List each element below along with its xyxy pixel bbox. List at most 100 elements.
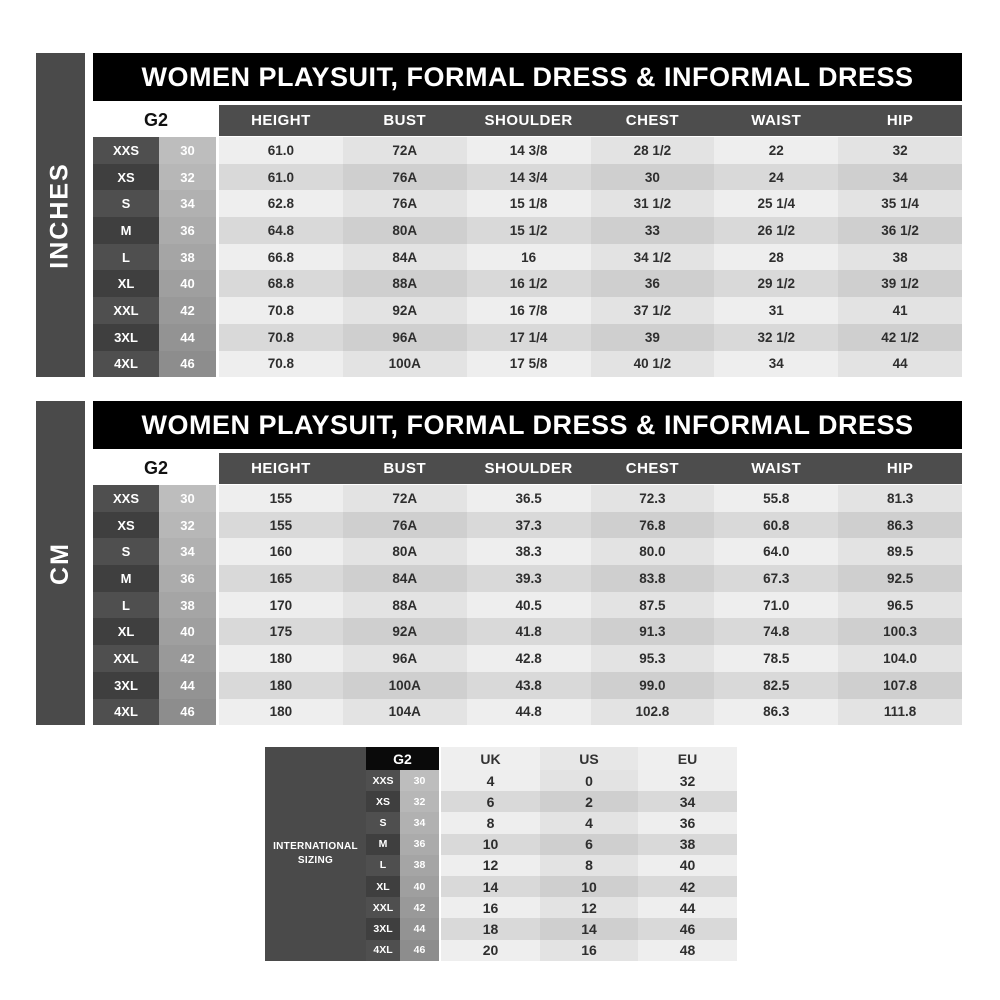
value-cell: 37.3 [466,511,591,539]
unit-band-inches: INCHES [36,53,85,378]
size-number-cell: 40 [159,618,219,646]
value-cell: 0 [540,770,638,792]
value-cell: 16 [540,939,638,961]
size-number-cell: 40 [400,875,441,898]
column-header: EU [638,747,737,770]
value-cell: 81.3 [838,485,962,512]
value-cell: 34 [638,791,737,813]
table-row: L 38 170 88A 40.5 87.5 71.0 96.5 [93,591,962,619]
value-cell: 39 1/2 [838,270,962,298]
size-number-cell: 36 [400,833,441,855]
value-cell: 16 [441,897,540,919]
table-row: M 36 10 6 38 [366,833,737,855]
size-label-cell: XXS [93,485,159,512]
value-cell: 32 [838,137,962,164]
size-number-cell: 32 [400,791,441,813]
value-cell: 22 [714,137,839,164]
value-cell: 76A [342,511,467,539]
value-cell: 87.5 [590,591,715,619]
value-cell: 155 [219,511,343,539]
value-cell: 8 [441,812,540,834]
column-header: BUST [342,453,467,484]
international-sizing-label: INTERNATIONAL SIZING [265,747,366,961]
value-cell: 89.5 [838,538,962,566]
table-title: WOMEN PLAYSUIT, FORMAL DRESS & INFORMAL … [93,401,962,449]
value-cell: 34 1/2 [590,243,715,271]
size-label-cell: S [93,190,159,218]
size-label-cell: L [93,591,159,619]
size-number-cell: 44 [159,671,219,699]
value-cell: 42 [638,875,737,898]
table-row: XXL 42 16 12 44 [366,897,737,919]
value-cell: 12 [441,854,540,876]
value-cell: 70.8 [219,323,343,351]
column-header: UK [441,747,540,770]
value-cell: 39.3 [466,565,591,592]
value-cell: 15 1/2 [466,217,591,244]
value-cell: 26 1/2 [714,217,839,244]
value-cell: 37 1/2 [590,297,715,324]
value-cell: 32 1/2 [714,323,839,351]
size-label-cell: 4XL [93,350,159,378]
column-header: HEIGHT [219,453,343,484]
value-cell: 4 [540,812,638,834]
value-cell: 17 5/8 [466,350,591,378]
unit-label: INCHES [46,161,74,269]
table-header-row: G2 UK US EU [366,747,737,770]
value-cell: 180 [219,671,343,699]
value-cell: 155 [219,485,343,512]
international-table-section: INTERNATIONAL SIZING G2 UK US EU XXS 30 … [265,747,737,961]
table-body: XXS 30 61.0 72A 14 3/8 28 1/2 22 32 XS 3… [93,137,962,378]
value-cell: 76A [342,163,467,191]
value-cell: 15 1/8 [466,190,591,218]
table-row: 4XL 46 180 104A 44.8 102.8 86.3 111.8 [93,698,962,726]
value-cell: 95.3 [590,645,715,672]
size-number-cell: 34 [400,812,441,834]
value-cell: 60.8 [714,511,839,539]
size-number-cell: 30 [159,485,219,512]
value-cell: 96A [342,645,467,672]
table-row: M 36 64.8 80A 15 1/2 33 26 1/2 36 1/2 [93,217,962,244]
table-row: XS 32 155 76A 37.3 76.8 60.8 86.3 [93,511,962,539]
value-cell: 41 [838,297,962,324]
size-number-cell: 34 [159,538,219,566]
column-header: HIP [838,453,962,484]
size-number-cell: 46 [159,350,219,378]
value-cell: 14 3/4 [466,163,591,191]
value-cell: 71.0 [714,591,839,619]
value-cell: 28 1/2 [590,137,715,164]
column-header: HIP [838,105,962,136]
size-label-cell: XS [366,791,400,813]
value-cell: 18 [441,918,540,940]
size-number-cell: 40 [159,270,219,298]
value-cell: 29 1/2 [714,270,839,298]
value-cell: 33 [590,217,715,244]
value-cell: 40 [638,854,737,876]
value-cell: 72A [342,137,467,164]
table-row: 3XL 44 18 14 46 [366,918,737,940]
value-cell: 48 [638,939,737,961]
size-label-cell: 3XL [93,671,159,699]
value-cell: 68.8 [219,270,343,298]
value-cell: 84A [342,243,467,271]
value-cell: 84A [342,565,467,592]
value-cell: 35 1/4 [838,190,962,218]
cm-table: WOMEN PLAYSUIT, FORMAL DRESS & INFORMAL … [93,401,962,726]
table-row: XL 40 68.8 88A 16 1/2 36 29 1/2 39 1/2 [93,270,962,298]
table-row: 3XL 44 180 100A 43.8 99.0 82.5 107.8 [93,671,962,699]
value-cell: 17 1/4 [466,323,591,351]
value-cell: 43.8 [466,671,591,699]
size-label-cell: XL [93,618,159,646]
size-label-cell: XXL [93,645,159,672]
value-cell: 88A [342,591,467,619]
value-cell: 102.8 [590,698,715,726]
value-cell: 170 [219,591,343,619]
value-cell: 64.0 [714,538,839,566]
table-row: XXL 42 70.8 92A 16 7/8 37 1/2 31 41 [93,297,962,324]
value-cell: 80A [342,538,467,566]
table-body: XXS 30 155 72A 36.5 72.3 55.8 81.3 XS 32… [93,485,962,726]
value-cell: 67.3 [714,565,839,592]
value-cell: 92.5 [838,565,962,592]
size-label-cell: L [366,854,400,876]
size-label-cell: 4XL [366,939,400,961]
